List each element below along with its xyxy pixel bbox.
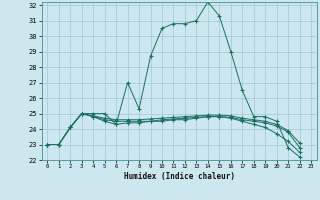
- X-axis label: Humidex (Indice chaleur): Humidex (Indice chaleur): [124, 172, 235, 181]
